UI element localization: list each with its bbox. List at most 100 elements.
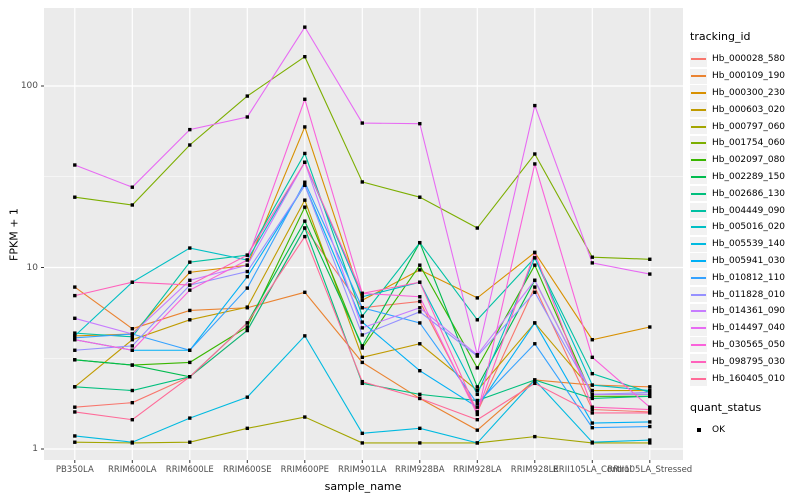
legend-entry-label: Hb_002289_150 — [712, 171, 786, 182]
legend-key-line-icon — [690, 287, 707, 303]
x-tick-label: RRIM928BA — [395, 465, 445, 475]
data-point — [303, 55, 307, 59]
data-point — [418, 295, 422, 299]
data-point — [73, 440, 77, 444]
legend-entry-label: Hb_000797_060 — [712, 121, 786, 132]
legend-entry-label: Hb_004449_090 — [712, 205, 786, 216]
data-point — [188, 375, 192, 379]
legend-entry: Hb_000028_580 — [690, 51, 800, 68]
legend-entry: Hb_000797_060 — [690, 118, 800, 135]
data-point — [418, 441, 422, 445]
data-point — [130, 344, 134, 348]
data-point — [648, 325, 652, 329]
data-point — [245, 258, 249, 262]
data-point — [590, 388, 594, 393]
legend-key-line-icon — [690, 219, 707, 235]
data-point — [590, 383, 594, 387]
legend-entry-label: Hb_001754_060 — [712, 138, 786, 149]
legend-entry: Hb_001754_060 — [690, 135, 800, 152]
data-point — [360, 441, 364, 445]
x-tick-label: RRIM600LA — [107, 465, 157, 475]
data-point — [418, 121, 422, 126]
legend-entry-quant: OK — [690, 422, 800, 439]
legend-entry-label: Hb_005539_140 — [712, 239, 786, 250]
data-point — [418, 195, 422, 199]
data-point — [418, 396, 422, 401]
data-point — [130, 185, 134, 189]
data-point — [360, 298, 364, 302]
data-point — [648, 257, 652, 261]
data-point — [590, 394, 594, 399]
data-point — [130, 348, 134, 352]
data-point — [188, 143, 192, 147]
data-point — [648, 405, 652, 409]
data-point — [73, 195, 77, 199]
legend-key-line-icon — [690, 152, 707, 168]
legend-key-line-icon — [690, 186, 707, 202]
data-point — [303, 160, 307, 164]
legend-quant-label: OK — [712, 425, 725, 436]
data-point — [245, 115, 249, 119]
data-point — [73, 434, 77, 438]
x-tick-label: RRIM928LA — [452, 465, 502, 475]
data-point — [648, 438, 652, 442]
data-point — [475, 410, 479, 414]
data-point — [303, 25, 307, 29]
data-point — [130, 363, 134, 367]
data-point — [533, 434, 537, 439]
data-point — [590, 338, 594, 342]
legend-key-line-icon — [690, 236, 707, 252]
legend-key-line-icon — [690, 337, 707, 353]
data-point — [360, 180, 364, 184]
data-point — [303, 205, 307, 209]
x-tick-label: PB350LA — [55, 465, 94, 475]
legend-entry: Hb_000109_190 — [690, 68, 800, 85]
data-point — [130, 335, 134, 339]
data-point — [360, 344, 364, 348]
data-point — [590, 355, 594, 360]
data-point — [73, 405, 77, 409]
data-point — [533, 285, 537, 289]
data-point — [533, 381, 537, 386]
data-point — [73, 334, 77, 338]
data-point — [73, 338, 77, 342]
legend-entry-label: Hb_000603_020 — [712, 104, 786, 115]
x-tick-label: RRII105LA_Control — [552, 465, 632, 475]
data-point — [360, 320, 364, 324]
legend-title-quant-status: quant_status — [690, 400, 762, 414]
data-point — [533, 321, 537, 325]
data-point — [590, 421, 594, 425]
legend-entry: Hb_014497_040 — [690, 320, 800, 337]
data-point — [418, 280, 422, 284]
data-point — [73, 331, 77, 335]
data-point — [303, 125, 307, 129]
data-point — [188, 127, 192, 132]
data-point — [590, 255, 594, 259]
legend-entry: Hb_000300_230 — [690, 85, 800, 102]
data-point — [245, 426, 249, 431]
legend-key-line-icon — [690, 371, 707, 387]
data-point — [188, 288, 192, 292]
legend-key-line-icon — [690, 169, 707, 185]
data-point — [533, 152, 537, 156]
data-point — [648, 392, 652, 397]
legend-entry-label: Hb_098795_030 — [712, 356, 786, 367]
legend-entry: Hb_000603_020 — [690, 101, 800, 118]
data-point — [590, 371, 594, 376]
data-point — [188, 278, 192, 283]
legend-entry-label: Hb_000300_230 — [712, 87, 786, 98]
data-point — [360, 379, 364, 384]
data-point — [303, 415, 307, 419]
data-point — [648, 388, 652, 393]
data-point — [73, 285, 77, 289]
data-point — [360, 326, 364, 330]
data-point — [475, 226, 479, 230]
data-point — [648, 272, 652, 276]
data-point — [475, 366, 479, 370]
data-point — [475, 296, 479, 300]
data-point — [418, 426, 422, 431]
data-point — [303, 97, 307, 101]
data-point — [303, 219, 307, 223]
legend-entry: Hb_004449_090 — [690, 202, 800, 219]
legend-title-tracking-id: tracking_id — [690, 30, 751, 43]
